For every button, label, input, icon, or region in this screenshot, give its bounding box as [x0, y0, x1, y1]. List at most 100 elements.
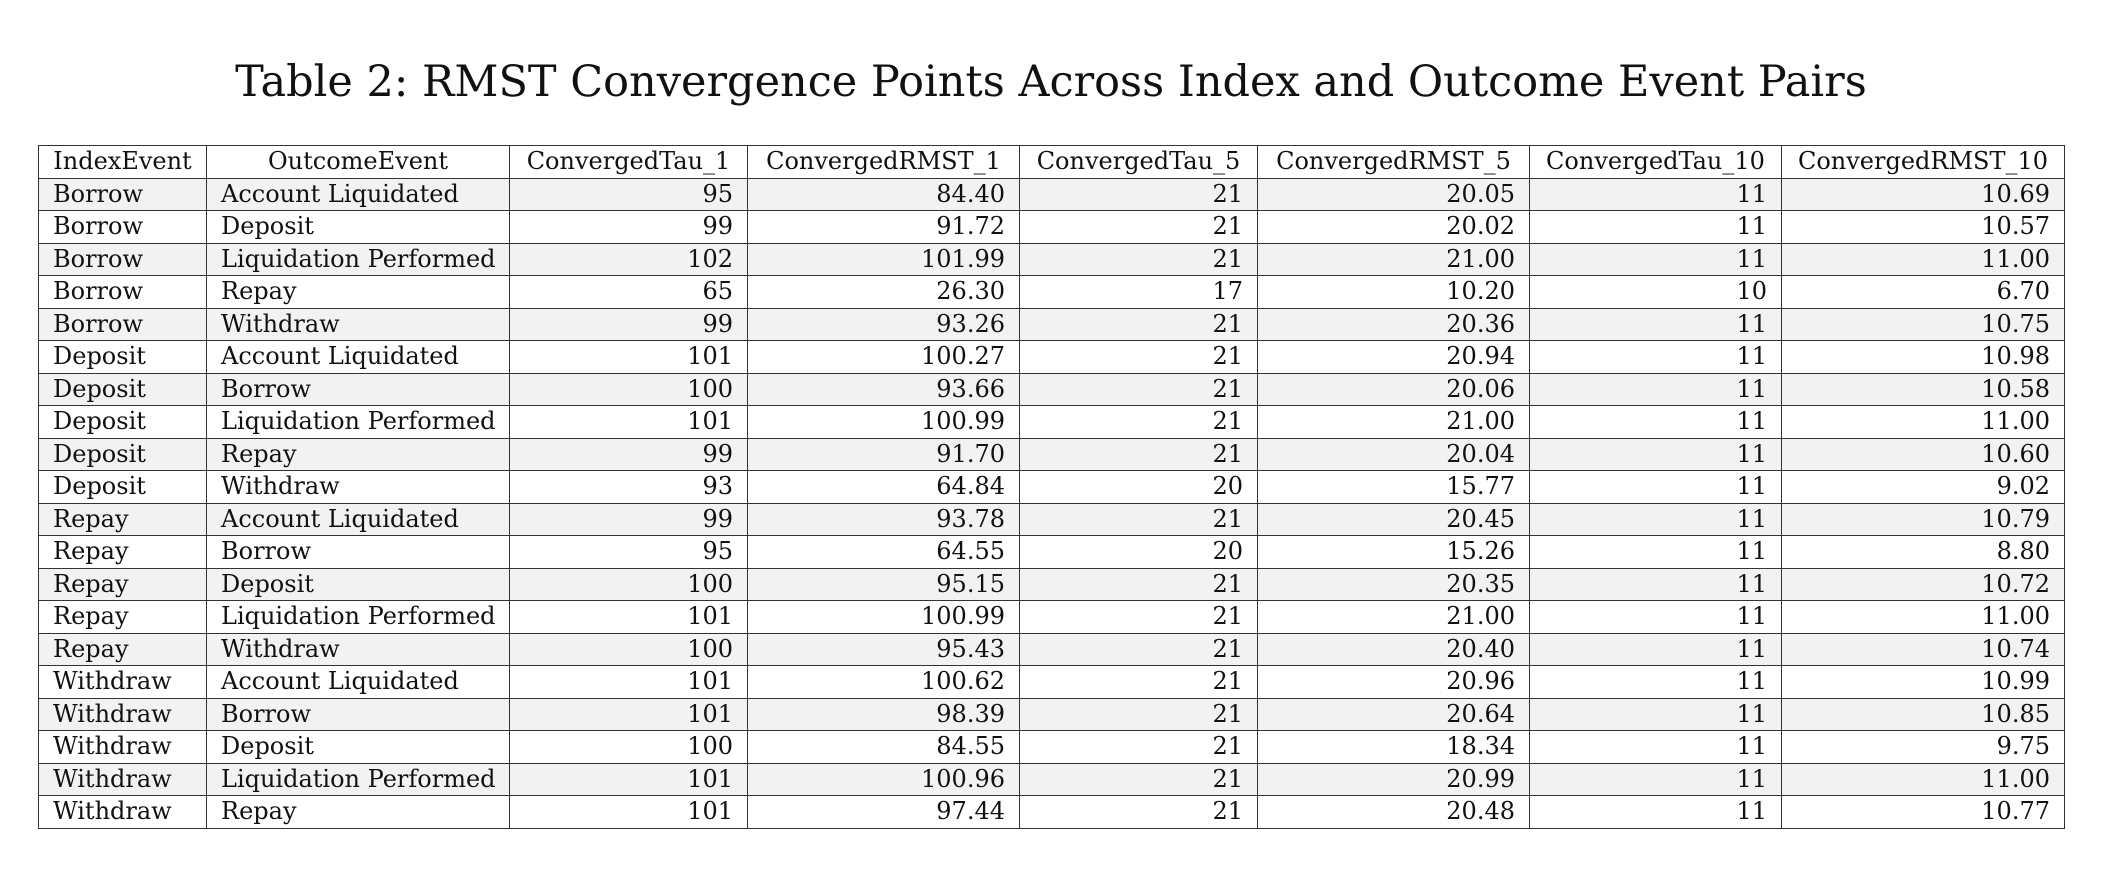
numeric-cell: 11	[1529, 405, 1782, 439]
numeric-cell: 101	[509, 405, 748, 439]
numeric-cell: 21	[1019, 177, 1258, 211]
numeric-cell: 101	[509, 697, 748, 731]
text-cell: Withdraw	[38, 795, 207, 829]
numeric-cell: 102	[509, 242, 748, 276]
numeric-cell: 20.48	[1257, 795, 1530, 829]
text-cell: Repay	[206, 795, 510, 829]
numeric-cell: 21	[1019, 340, 1258, 374]
text-cell: Repay	[206, 437, 510, 471]
text-cell: Account Liquidated	[206, 340, 510, 374]
numeric-cell: 21	[1019, 762, 1258, 796]
text-cell: Withdraw	[206, 470, 510, 504]
numeric-cell: 20.04	[1257, 437, 1530, 471]
numeric-cell: 84.55	[747, 730, 1020, 764]
text-cell: Borrow	[38, 210, 207, 244]
numeric-cell: 9.75	[1781, 730, 2065, 764]
numeric-cell: 11	[1529, 307, 1782, 341]
numeric-cell: 101	[509, 665, 748, 699]
numeric-cell: 95	[509, 177, 748, 211]
numeric-cell: 15.77	[1257, 470, 1530, 504]
numeric-cell: 100.62	[747, 665, 1020, 699]
numeric-cell: 21	[1019, 632, 1258, 666]
numeric-cell: 98.39	[747, 697, 1020, 731]
numeric-cell: 21.00	[1257, 600, 1530, 634]
numeric-cell: 20.06	[1257, 372, 1530, 406]
numeric-cell: 101	[509, 340, 748, 374]
numeric-cell: 93.78	[747, 502, 1020, 536]
numeric-cell: 100	[509, 372, 748, 406]
table-row: Withdraw Account Liquidated 101 100.62 21 20.…	[38, 665, 2065, 699]
table-row: Borrow Withdraw 99 93.26 21 20.36 11 10.75	[38, 307, 2065, 341]
numeric-cell: 21.00	[1257, 405, 1530, 439]
numeric-cell: 20	[1019, 470, 1258, 504]
numeric-cell: 10.20	[1257, 275, 1530, 309]
numeric-cell: 11	[1529, 242, 1782, 276]
column-header: ConvergedRMST_1	[747, 145, 1020, 179]
table-row: Deposit Borrow 100 93.66 21 20.06 11 10.58	[38, 372, 2065, 406]
numeric-cell: 21	[1019, 405, 1258, 439]
text-cell: Withdraw	[38, 665, 207, 699]
text-cell: Repay	[38, 600, 207, 634]
numeric-cell: 9.02	[1781, 470, 2065, 504]
numeric-cell: 95.15	[747, 567, 1020, 601]
numeric-cell: 21	[1019, 210, 1258, 244]
text-cell: Withdraw	[38, 697, 207, 731]
numeric-cell: 20.36	[1257, 307, 1530, 341]
numeric-cell: 11	[1529, 567, 1782, 601]
numeric-cell: 11.00	[1781, 762, 2065, 796]
column-header: ConvergedRMST_5	[1257, 145, 1530, 179]
table-row: Withdraw Repay 101 97.44 21 20.48 11 10.77	[38, 795, 2065, 829]
numeric-cell: 100.27	[747, 340, 1020, 374]
text-cell: Borrow	[206, 697, 510, 731]
numeric-cell: 10.58	[1781, 372, 2065, 406]
numeric-cell: 101	[509, 795, 748, 829]
numeric-cell: 100	[509, 632, 748, 666]
table-row: Repay Deposit 100 95.15 21 20.35 11 10.72	[38, 567, 2065, 601]
numeric-cell: 6.70	[1781, 275, 2065, 309]
numeric-cell: 21.00	[1257, 242, 1530, 276]
numeric-cell: 11	[1529, 762, 1782, 796]
numeric-cell: 11	[1529, 697, 1782, 731]
numeric-cell: 11	[1529, 437, 1782, 471]
text-cell: Deposit	[38, 405, 207, 439]
numeric-cell: 20.96	[1257, 665, 1530, 699]
table-row: Withdraw Liquidation Performed 101 100.96 21…	[38, 762, 2065, 796]
numeric-cell: 65	[509, 275, 748, 309]
table-row: Repay Liquidation Performed 101 100.99 21 21.…	[38, 600, 2065, 634]
text-cell: Borrow	[38, 275, 207, 309]
numeric-cell: 11	[1529, 665, 1782, 699]
text-cell: Borrow	[206, 372, 510, 406]
numeric-cell: 100.99	[747, 600, 1020, 634]
numeric-cell: 100	[509, 567, 748, 601]
text-cell: Account Liquidated	[206, 665, 510, 699]
numeric-cell: 101.99	[747, 242, 1020, 276]
numeric-cell: 11	[1529, 795, 1782, 829]
numeric-cell: 20.05	[1257, 177, 1530, 211]
text-cell: Liquidation Performed	[206, 405, 510, 439]
numeric-cell: 99	[509, 502, 748, 536]
text-cell: Repay	[38, 535, 207, 569]
table-row: Borrow Liquidation Performed 102 101.99 21 21…	[38, 242, 2065, 276]
numeric-cell: 21	[1019, 502, 1258, 536]
numeric-cell: 21	[1019, 567, 1258, 601]
numeric-cell: 99	[509, 307, 748, 341]
text-cell: Liquidation Performed	[206, 242, 510, 276]
numeric-cell: 10.75	[1781, 307, 2065, 341]
numeric-cell: 10.79	[1781, 502, 2065, 536]
numeric-cell: 15.26	[1257, 535, 1530, 569]
numeric-cell: 101	[509, 600, 748, 634]
numeric-cell: 17	[1019, 275, 1258, 309]
text-cell: Deposit	[206, 730, 510, 764]
numeric-cell: 10.69	[1781, 177, 2065, 211]
numeric-cell: 21	[1019, 307, 1258, 341]
numeric-cell: 20.99	[1257, 762, 1530, 796]
numeric-cell: 93.26	[747, 307, 1020, 341]
table-row: Borrow Account Liquidated 95 84.40 21 20.05 11…	[38, 177, 2065, 211]
table-title: Table 2: RMST Convergence Points Across …	[235, 57, 1867, 107]
column-header: ConvergedRMST_10	[1781, 145, 2065, 179]
table-row: Borrow Repay 65 26.30 17 10.20 10 6.70	[38, 275, 2065, 309]
text-cell: Withdraw	[38, 730, 207, 764]
numeric-cell: 11	[1529, 502, 1782, 536]
numeric-cell: 20.45	[1257, 502, 1530, 536]
numeric-cell: 20.64	[1257, 697, 1530, 731]
